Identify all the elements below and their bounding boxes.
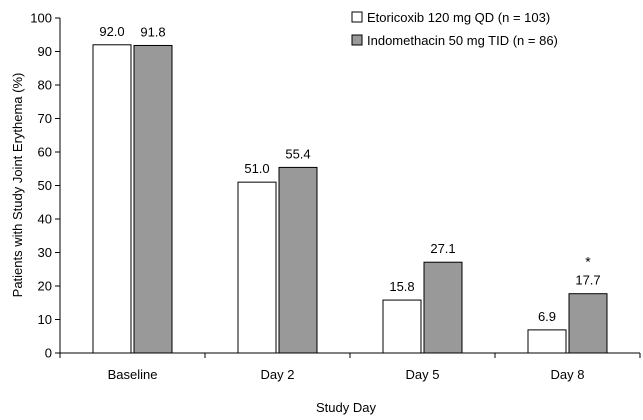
y-axis: 0 10 20 30 40 50 60 70 80 90 100 — [30, 11, 61, 361]
bar-value-label: 15.8 — [389, 279, 414, 294]
y-axis-title: Patients with Study Joint Erythema (%) — [10, 73, 25, 298]
bar — [527, 329, 567, 354]
legend: Etoricoxib 120 mg QD (n = 103) Indomethac… — [351, 10, 558, 48]
y-tick-label: 0 — [45, 346, 52, 361]
x-category-label: Day 2 — [261, 367, 295, 382]
y-tick-label: 80 — [38, 78, 52, 93]
x-category-label: Baseline — [108, 367, 158, 382]
bar-value-label: 92.0 — [99, 24, 124, 39]
y-tick-label: 10 — [38, 312, 52, 327]
x-category-label: Day 5 — [406, 367, 440, 382]
bar-value-label: 51.0 — [244, 161, 269, 176]
bar — [423, 261, 463, 354]
bar-value-label: 17.7 — [575, 273, 600, 288]
bar — [237, 181, 277, 354]
bar — [568, 293, 608, 354]
bar — [382, 299, 422, 354]
y-tick-label: 50 — [38, 178, 52, 193]
bar-value-label: 6.9 — [538, 309, 556, 324]
bar-value-label: 91.8 — [140, 24, 165, 39]
bar-value-label: 27.1 — [430, 241, 455, 256]
y-tick-label: 60 — [38, 145, 52, 160]
y-tick-label: 40 — [38, 212, 52, 227]
y-tick-label: 20 — [38, 279, 52, 294]
x-axis: Baseline Day 2 Day 5 Day 8 — [59, 352, 641, 382]
bar-labels: 92.0 51.0 15.8 6.9 91.8 55.4 27.1 17.7 — [99, 24, 600, 324]
significance-marker: * — [585, 254, 591, 270]
bar — [133, 44, 173, 354]
bars — [92, 44, 608, 354]
legend-label: Etoricoxib 120 mg QD (n = 103) — [367, 10, 550, 25]
x-axis-title: Study Day — [316, 400, 376, 415]
bar-value-label: 55.4 — [285, 146, 310, 161]
y-tick-label: 100 — [30, 11, 52, 26]
annotations: * — [585, 254, 591, 270]
y-tick-label: 70 — [38, 111, 52, 126]
x-category-label: Day 8 — [551, 367, 585, 382]
bar — [92, 44, 132, 354]
bar — [278, 166, 318, 354]
legend-swatch — [351, 11, 363, 23]
y-tick-label: 90 — [38, 44, 52, 59]
y-tick-label: 30 — [38, 245, 52, 260]
legend-label: Indomethacin 50 mg TID (n = 86) — [367, 33, 558, 48]
legend-swatch — [351, 34, 363, 46]
